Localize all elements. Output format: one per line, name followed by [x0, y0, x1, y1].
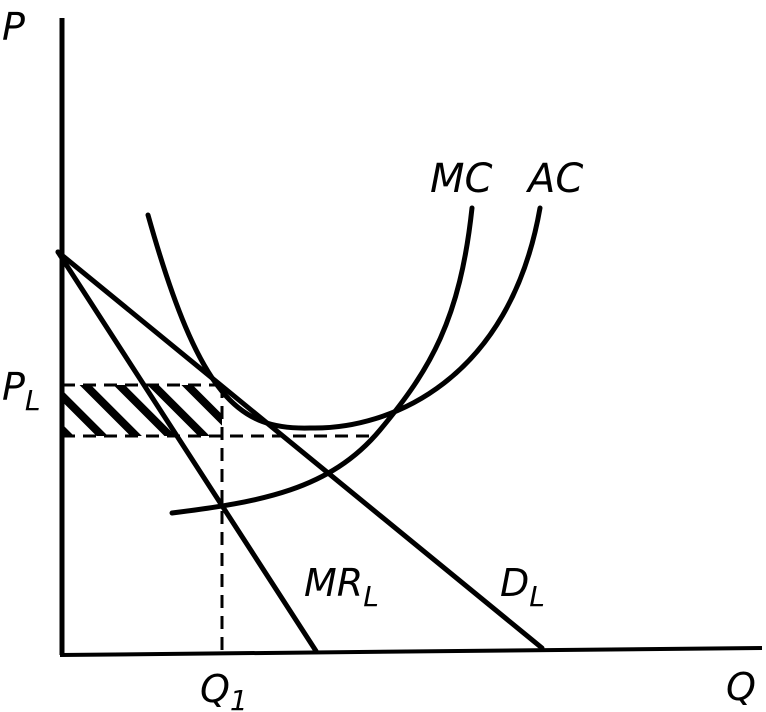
mr-label: MRL — [304, 561, 379, 613]
demand-letter: D — [500, 561, 529, 605]
quantity-level-subscript: 1 — [230, 684, 248, 712]
price-level-label: PL — [2, 365, 41, 417]
mr-subscript: L — [363, 580, 379, 613]
marginal-revenue-curve — [55, 249, 319, 654]
x-axis — [59, 646, 763, 657]
hatched-area — [62, 385, 222, 436]
demand-subscript: L — [529, 580, 545, 613]
quantity-level-letter: Q — [200, 667, 230, 711]
average-cost-curve — [145, 205, 543, 431]
quantity-level-label: Q1 — [200, 667, 248, 712]
mc-label: MC — [430, 156, 493, 202]
marginal-cost-curve — [169, 205, 475, 516]
ac-label: AC — [525, 156, 583, 202]
x-axis-label: Q — [726, 665, 756, 709]
demand-curve — [55, 249, 545, 651]
price-level-subscript: L — [25, 384, 41, 417]
price-level-letter: P — [2, 365, 25, 409]
mr-letters: MR — [304, 561, 363, 605]
demand-label: DL — [500, 561, 545, 613]
y-axis-label: P — [2, 5, 25, 49]
